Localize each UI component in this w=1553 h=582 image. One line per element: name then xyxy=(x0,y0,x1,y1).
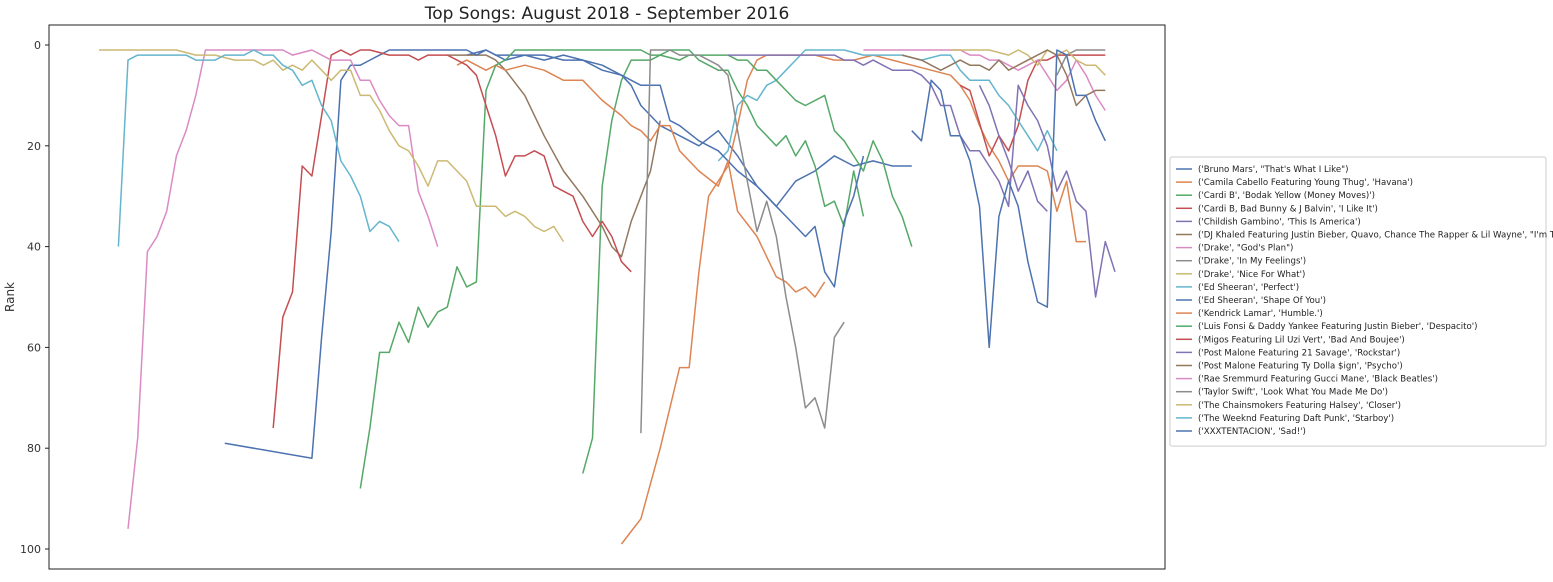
series-line-4 xyxy=(959,54,1106,157)
legend-entry-label: ('Post Malone Featuring 21 Savage', 'Roc… xyxy=(1198,348,1400,358)
series-line-17 xyxy=(127,49,439,529)
series-line-13 xyxy=(359,49,913,489)
y-tick-label: 40 xyxy=(27,241,41,254)
series-line-15 xyxy=(728,54,1116,298)
series-line-6 xyxy=(447,54,661,258)
series-line-18 xyxy=(640,49,845,434)
series-line-8 xyxy=(1056,49,1106,76)
series-lines xyxy=(99,49,1116,545)
legend-entry-label: ('Luis Fonsi & Daddy Yankee Featuring Ju… xyxy=(1198,322,1478,332)
y-tick-label: 20 xyxy=(27,140,41,153)
legend-entry-label: ('Cardi B, Bad Bunny & J Balvin', 'I Lik… xyxy=(1198,204,1378,214)
legend-entry-label: ('XXXTENTACION', 'Sad!') xyxy=(1198,427,1306,437)
legend-entry-label: ('DJ Khaled Featuring Justin Bieber, Qua… xyxy=(1198,231,1553,241)
chart-title: Top Songs: August 2018 - September 2016 xyxy=(424,4,790,24)
legend-entry-label: ('Drake', "God's Plan") xyxy=(1198,244,1293,254)
legend-entry-label: ('Taylor Swift', 'Look What You Made Me … xyxy=(1198,388,1388,398)
legend-entry-label: ('Bruno Mars', "That's What I Like") xyxy=(1198,165,1348,175)
legend-box xyxy=(1169,156,1547,447)
series-line-9 xyxy=(950,49,1106,76)
series-line-14 xyxy=(272,49,632,429)
plot-area-frame xyxy=(48,24,1166,570)
legend-entry-label: ('Childish Gambino', 'This Is America') xyxy=(1198,217,1361,227)
series-line-21 xyxy=(911,49,1106,349)
y-tick-label: 80 xyxy=(27,442,41,455)
legend-entry-label: ('Rae Sremmurd Featuring Gucci Mane', 'B… xyxy=(1198,375,1438,385)
series-line-12 xyxy=(456,59,826,298)
series-line-7 xyxy=(863,49,1106,111)
series-line-11 xyxy=(224,49,865,460)
y-tick-label: 100 xyxy=(20,543,41,556)
legend-entry-label: ('Migos Featuring Lil Uzi Vert', 'Bad An… xyxy=(1198,335,1405,345)
legend-entry-label: ('The Weeknd Featuring Daft Punk', 'Star… xyxy=(1198,414,1394,424)
legend-entry-label: ('Cardi B', 'Bodak Yellow (Money Moves)'… xyxy=(1198,191,1375,201)
legend-entry-label: ('Drake', 'In My Feelings') xyxy=(1198,257,1306,267)
legend-entry-label: ('Camila Cabello Featuring Young Thug', … xyxy=(1198,178,1413,188)
series-line-19 xyxy=(99,49,565,243)
legend-entry-label: ('Ed Sheeran', 'Shape Of You') xyxy=(1198,296,1326,306)
series-line-16 xyxy=(901,49,1106,107)
y-axis-label: Rank xyxy=(3,282,17,312)
legend-entry-label: ('Kendrick Lamar', 'Humble.') xyxy=(1198,309,1323,319)
legend-entry-label: ('Ed Sheeran', 'Perfect') xyxy=(1198,283,1299,293)
y-tick-label: 60 xyxy=(27,341,41,354)
legend-entry-label: ('Post Malone Featuring Ty Dolla $ign', … xyxy=(1198,362,1403,372)
legend-entry-label: ('Drake', 'Nice For What') xyxy=(1198,270,1305,280)
series-line-1 xyxy=(466,49,912,208)
legend: ('Bruno Mars', "That's What I Like") ('Ca… xyxy=(1169,156,1553,447)
legend-entry-label: ('The Chainsmokers Featuring Halsey', 'C… xyxy=(1198,401,1401,411)
y-axis: 0 20 40 60 80 100 xyxy=(20,39,49,556)
series-line-5 xyxy=(978,84,1048,212)
series-line-3 xyxy=(582,49,865,474)
y-tick-label: 0 xyxy=(34,39,41,52)
series-line-20 xyxy=(117,49,400,247)
